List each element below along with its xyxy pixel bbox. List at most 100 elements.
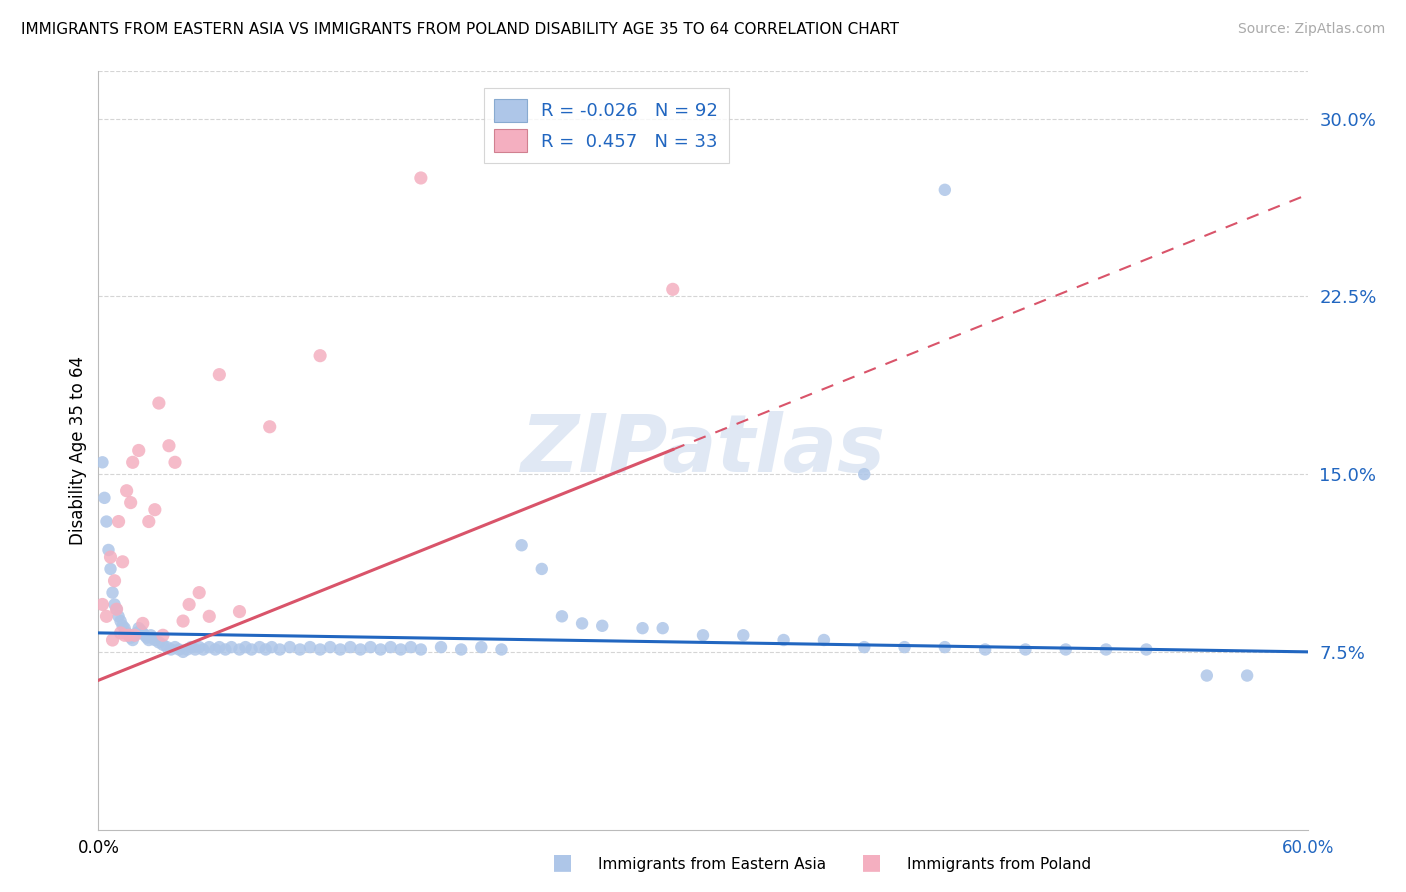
Point [110, 626, 132, 640]
Point [121, 455, 143, 469]
Point [260, 640, 283, 654]
Point [120, 631, 142, 645]
Point [470, 640, 492, 654]
Point [124, 628, 146, 642]
Point [135, 631, 157, 645]
Text: IMMIGRANTS FROM EASTERN ASIA VS IMMIGRANTS FROM POLAND DISABILITY AGE 35 TO 64 C: IMMIGRANTS FROM EASTERN ASIA VS IMMIGRAN… [21, 22, 898, 37]
Point [103, 574, 125, 588]
Point [204, 642, 226, 657]
Point [91, 455, 114, 469]
Point [138, 633, 160, 648]
Point [1054, 642, 1077, 657]
Point [278, 640, 301, 654]
Text: ■: ■ [553, 853, 572, 872]
Point [110, 614, 132, 628]
Text: Immigrants from Eastern Asia: Immigrants from Eastern Asia [598, 857, 825, 872]
Point [121, 633, 143, 648]
Point [208, 640, 231, 654]
Point [269, 642, 291, 657]
Point [214, 642, 236, 657]
Point [530, 562, 553, 576]
Point [974, 642, 997, 657]
Point [176, 642, 198, 657]
Point [450, 642, 472, 657]
Point [91, 598, 114, 612]
Point [228, 642, 250, 657]
Point [100, 562, 122, 576]
Point [571, 616, 593, 631]
Point [399, 640, 422, 654]
Point [288, 642, 311, 657]
Point [733, 628, 755, 642]
Point [128, 621, 150, 635]
Text: Source: ZipAtlas.com: Source: ZipAtlas.com [1237, 22, 1385, 37]
Point [510, 538, 533, 552]
Point [143, 502, 166, 516]
Point [235, 640, 257, 654]
Point [631, 621, 654, 635]
Point [107, 515, 129, 529]
Point [167, 642, 190, 657]
Point [124, 628, 146, 642]
Point [299, 640, 322, 654]
Point [115, 483, 138, 498]
Point [120, 495, 142, 509]
Point [208, 368, 231, 382]
Point [249, 640, 271, 654]
Point [254, 642, 277, 657]
Point [152, 638, 174, 652]
Point [156, 640, 179, 654]
Point [934, 183, 956, 197]
Point [651, 621, 673, 635]
Point [772, 633, 794, 648]
Point [115, 626, 138, 640]
Point [163, 640, 186, 654]
Point [409, 171, 432, 186]
Point [152, 628, 174, 642]
Point [813, 633, 835, 648]
Point [339, 640, 361, 654]
Point [96, 609, 118, 624]
Point [221, 640, 243, 654]
Point [193, 642, 215, 657]
Point [100, 550, 122, 565]
Y-axis label: Disability Age 35 to 64: Disability Age 35 to 64 [69, 356, 87, 545]
Point [93, 491, 115, 505]
Point [101, 633, 124, 648]
Point [114, 628, 136, 642]
Point [259, 419, 281, 434]
Point [309, 349, 332, 363]
Legend: R = -0.026   N = 92, R =  0.457   N = 33: R = -0.026 N = 92, R = 0.457 N = 33 [484, 88, 728, 163]
Point [389, 642, 412, 657]
Point [97, 543, 120, 558]
Point [319, 640, 342, 654]
Point [198, 609, 221, 624]
Point [228, 605, 250, 619]
Point [132, 616, 155, 631]
Point [1135, 642, 1157, 657]
Point [692, 628, 714, 642]
Point [101, 585, 124, 599]
Point [111, 619, 134, 633]
Point [491, 642, 513, 657]
Point [380, 640, 402, 654]
Point [1236, 668, 1258, 682]
Point [103, 598, 125, 612]
Point [853, 467, 876, 482]
Point [409, 642, 432, 657]
Point [138, 515, 160, 529]
Point [111, 555, 134, 569]
Point [329, 642, 352, 657]
Point [893, 640, 915, 654]
Point [934, 640, 956, 654]
Point [172, 614, 194, 628]
Text: ■: ■ [862, 853, 882, 872]
Point [118, 628, 141, 642]
Point [125, 626, 148, 640]
Point [1014, 642, 1036, 657]
Point [96, 515, 118, 529]
Point [349, 642, 371, 657]
Text: Immigrants from Poland: Immigrants from Poland [907, 857, 1091, 872]
Point [139, 628, 162, 642]
Point [105, 602, 128, 616]
